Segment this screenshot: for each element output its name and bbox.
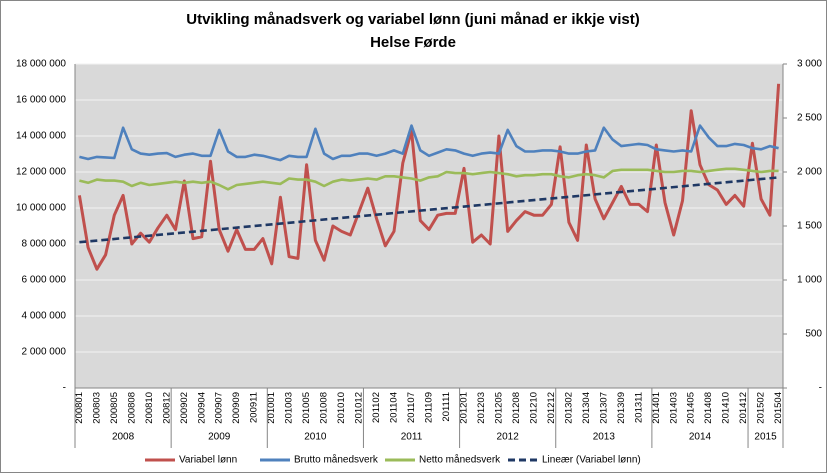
series-line <box>77 83 781 271</box>
year-label: 2009 <box>208 432 231 443</box>
x-tick-label: 201109 <box>424 392 435 423</box>
x-tick-label: 201010 <box>336 392 347 424</box>
y-tick-label: 4 000 000 <box>22 311 67 322</box>
x-tick-label: 201403 <box>668 392 679 424</box>
y-tick-label: - <box>63 383 66 394</box>
x-tick-label: 201201 <box>458 392 469 424</box>
x-tick-label: 200803 <box>91 392 102 424</box>
y-tick-label: 10 000 000 <box>16 203 66 214</box>
y2-tick-label: 1 000 <box>797 275 822 286</box>
x-tick-label: 201304 <box>581 392 592 424</box>
x-tick-label: 201008 <box>319 392 330 424</box>
year-label: 2012 <box>497 432 520 443</box>
x-tick-label: 201203 <box>476 392 487 424</box>
x-tick-label: 201309 <box>616 392 627 424</box>
x-tick-label: 201102 <box>371 392 382 423</box>
x-tick-label: 201111 <box>441 392 452 422</box>
y2-tick-label: 3 000 <box>797 59 822 70</box>
chart-subtitle: Helse Førde <box>370 34 456 51</box>
year-label: 2011 <box>401 432 423 443</box>
x-tick-label: 201504 <box>773 392 784 424</box>
year-label: 2014 <box>689 432 712 443</box>
x-tick-label: 201012 <box>354 392 365 424</box>
series-line <box>79 167 779 191</box>
x-tick-label: 201003 <box>284 392 295 424</box>
x-tick-label: 200810 <box>144 392 155 424</box>
plot-area <box>75 64 783 388</box>
chart-title: Utvikling månadsverk og variabel lønn (j… <box>186 11 639 28</box>
y2-tick-label: 2 000 <box>797 167 822 178</box>
x-tick-label: 200902 <box>179 392 190 424</box>
x-tick-label: 200801 <box>74 392 85 424</box>
y-tick-label: 14 000 000 <box>16 131 66 142</box>
x-tick-label: 201502 <box>756 392 767 424</box>
x-tick-label: 201005 <box>301 392 312 424</box>
trend-line <box>79 176 779 244</box>
x-tick-label: 200812 <box>161 392 172 424</box>
x-tick-label: 200911 <box>249 392 260 423</box>
x-tick-label: 200909 <box>231 392 242 424</box>
x-tick-label: 201205 <box>493 392 504 424</box>
legend-label: Lineær (Variabel lønn) <box>542 455 641 466</box>
x-tick-label: 200808 <box>126 392 137 424</box>
x-tick-label: 201405 <box>686 392 697 424</box>
y-tick-label: 2 000 000 <box>22 347 67 358</box>
x-tick-label: 201302 <box>563 392 574 424</box>
year-label: 2013 <box>593 432 616 443</box>
x-tick-label: 201401 <box>651 392 662 424</box>
x-tick-label: 200805 <box>109 392 120 424</box>
x-tick-label: 201104 <box>389 392 400 423</box>
x-tick-label: 201408 <box>703 392 714 424</box>
y-tick-label: 16 000 000 <box>16 95 66 106</box>
y2-tick-label: 500 <box>805 329 822 340</box>
x-tick-label: 200907 <box>214 392 225 424</box>
year-label: 2008 <box>112 432 135 443</box>
y-tick-label: 6 000 000 <box>22 275 67 286</box>
y2-tick-label: - <box>819 383 822 394</box>
y-tick-label: 18 000 000 <box>16 59 66 70</box>
y-tick-label: 12 000 000 <box>16 167 66 178</box>
x-tick-label: 200904 <box>196 392 207 424</box>
x-tick-label: 201208 <box>511 392 522 424</box>
x-tick-label: 201307 <box>598 392 609 424</box>
x-tick-label: 201410 <box>721 392 732 424</box>
x-tick-label: 201210 <box>528 392 539 424</box>
x-tick-label: 201311 <box>633 392 644 423</box>
y2-tick-label: 1 500 <box>797 221 822 232</box>
legend-label: Brutto månedsverk <box>294 454 379 466</box>
x-tick-label: 201001 <box>266 392 277 424</box>
series-line <box>79 124 779 162</box>
x-tick-label: 201412 <box>738 392 749 424</box>
y2-tick-label: 2 500 <box>797 113 822 124</box>
legend-label: Variabel lønn <box>179 455 237 466</box>
legend-label: Netto månedsverk <box>419 454 501 466</box>
y-tick-label: 8 000 000 <box>22 239 67 250</box>
year-label: 2010 <box>304 432 327 443</box>
year-label: 2015 <box>754 432 777 443</box>
x-tick-label: 201212 <box>546 392 557 424</box>
x-tick-label: 201107 <box>406 392 417 423</box>
